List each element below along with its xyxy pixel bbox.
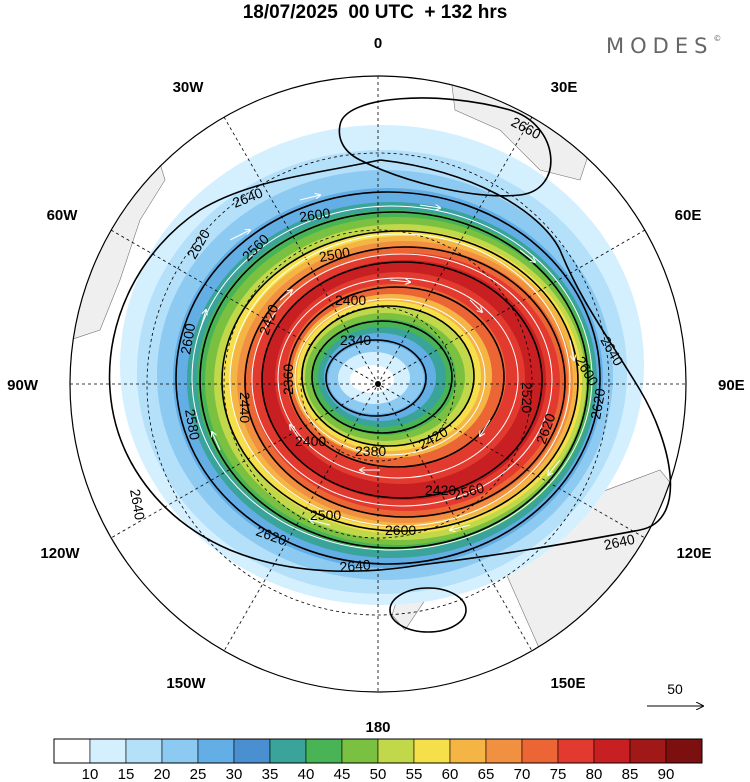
- lon-label-30e: 30E: [551, 79, 578, 96]
- contour-label: 2420: [425, 482, 456, 498]
- contour-label: 2400: [295, 433, 326, 449]
- reference-vector-label: 50: [667, 681, 683, 697]
- contour-label: 2500: [318, 244, 352, 265]
- colorbar-swatch: [89, 738, 127, 764]
- colorbar-swatch: [269, 738, 307, 764]
- colorbar-swatch: [485, 738, 523, 764]
- colorbar-label: 50: [370, 766, 387, 782]
- contour-label: 2600: [177, 322, 198, 356]
- reference-vector: 50: [647, 681, 703, 706]
- contour-label: 2600: [298, 205, 331, 225]
- colorbar-swatch: [341, 738, 379, 764]
- colorbar-label: 70: [514, 766, 531, 782]
- colorbar-label: 75: [550, 766, 567, 782]
- lon-label-90e: 90E: [718, 377, 745, 394]
- lon-label-0: 0: [374, 35, 382, 52]
- contour-label: 2380: [355, 443, 386, 459]
- colorbar-label: 35: [262, 766, 279, 782]
- colorbar-label: 20: [154, 766, 171, 782]
- colorbar-swatch: [233, 738, 271, 764]
- colorbar-label: 10: [82, 766, 99, 782]
- south-pole-marker: [375, 381, 381, 387]
- colorbar-label: 40: [298, 766, 315, 782]
- lon-label-30w: 30W: [173, 79, 205, 96]
- lon-label-150w: 150W: [166, 675, 206, 692]
- copyright-mark: ©: [713, 34, 722, 43]
- chart-title: 18/07/2025 00 UTC + 132 hrs: [242, 2, 508, 23]
- wind-vectors: [191, 195, 593, 551]
- contour-label: 2520: [519, 382, 535, 413]
- lon-label-60e: 60E: [675, 207, 702, 224]
- colorbar-swatch: [161, 738, 199, 764]
- colorbar-swatch: [593, 738, 631, 764]
- colorbar-label: 55: [406, 766, 423, 782]
- contour-label: 2640: [602, 531, 636, 553]
- colorbar-label: 25: [190, 766, 207, 782]
- colorbar-swatch: [665, 738, 703, 764]
- contour-label: 2400: [335, 292, 366, 308]
- colorbar-swatch: [53, 738, 91, 764]
- contour-label: 2640: [127, 488, 148, 522]
- colorbar-swatch: [629, 738, 667, 764]
- contour-label: 2580: [182, 408, 203, 442]
- contour-label: 2440: [237, 392, 253, 423]
- lon-label-120w: 120W: [40, 545, 80, 562]
- lon-label-120e: 120E: [676, 545, 711, 562]
- colorbar-label: 90: [658, 766, 675, 782]
- lon-label-90w: 90W: [7, 377, 39, 394]
- colorbar-swatch: [521, 738, 559, 764]
- lon-label-60w: 60W: [47, 207, 79, 224]
- map-boundary: [69, 75, 687, 693]
- brand-logo: MODES©: [606, 34, 721, 58]
- colorbar-swatch: [449, 738, 487, 764]
- colorbar-swatch: [413, 738, 451, 764]
- colorbar-label: 30: [226, 766, 243, 782]
- colorbar-label: 65: [478, 766, 495, 782]
- colorbar-label: 15: [118, 766, 135, 782]
- contour-label: 2640: [339, 556, 372, 575]
- colorbar-frame: [53, 738, 703, 764]
- colorbar-label: 80: [586, 766, 603, 782]
- colorbar-label: 85: [622, 766, 639, 782]
- contour-label: 2560: [452, 479, 486, 503]
- colorbar-label: 45: [334, 766, 351, 782]
- colorbar-swatch: [557, 738, 595, 764]
- contour-label: 2340: [340, 332, 371, 348]
- contour-label: 2620: [587, 387, 608, 421]
- contour-label: 2600: [385, 522, 416, 538]
- contour-label: 2500: [310, 507, 341, 523]
- lon-label-180: 180: [365, 719, 390, 736]
- colorbar-swatch: [305, 738, 343, 764]
- colorbar: 10 15 20 25 30 35 40 45 50 55 60 65 70 75 80 85 90: [53, 738, 703, 782]
- colorbar-swatch: [125, 738, 163, 764]
- height-contours: [108, 97, 672, 633]
- colorbar-swatch: [197, 738, 235, 764]
- colorbar-label: 60: [442, 766, 459, 782]
- contour-label: 2360: [280, 364, 296, 395]
- colorbar-swatch: [377, 738, 415, 764]
- brand-name: MODES: [606, 34, 714, 58]
- lon-label-150e: 150E: [550, 675, 585, 692]
